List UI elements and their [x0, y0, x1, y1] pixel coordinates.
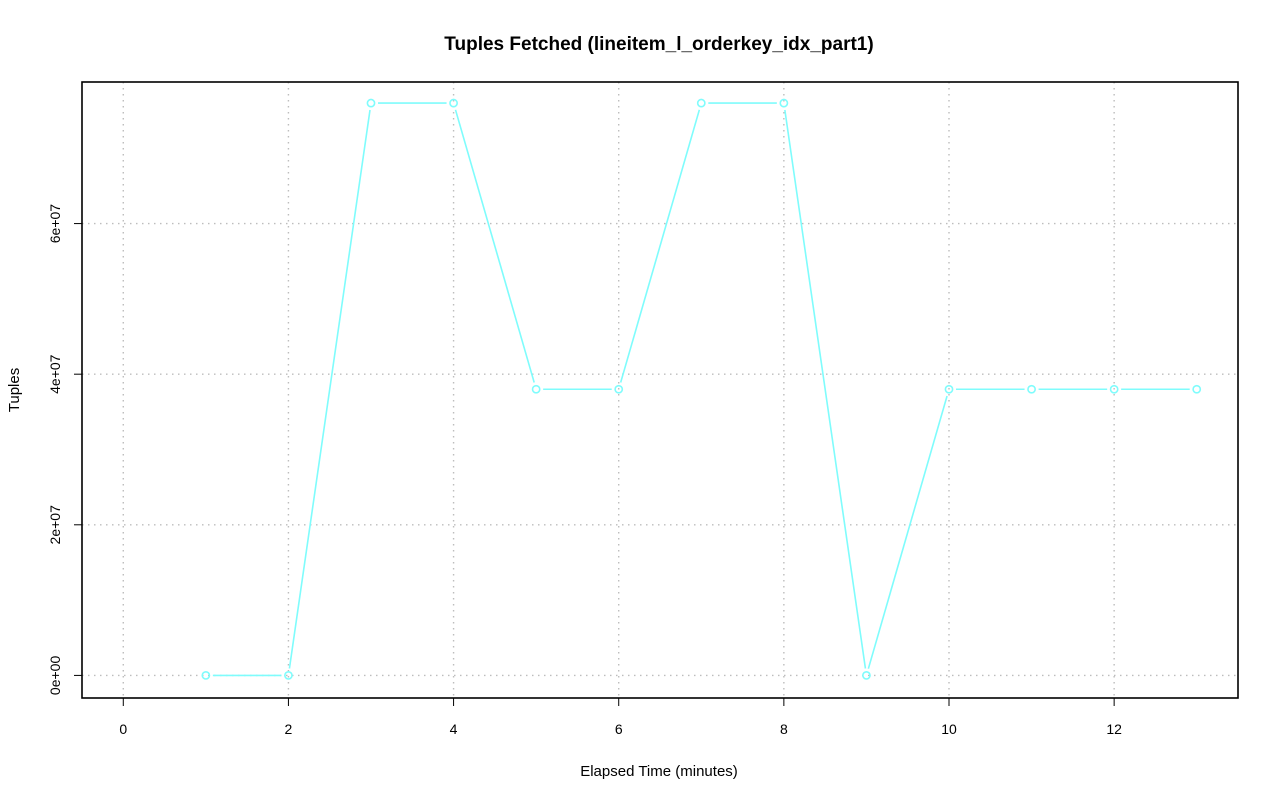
x-tick-label: 6	[615, 721, 623, 737]
data-point	[1109, 384, 1119, 394]
x-tick-label: 12	[1106, 721, 1122, 737]
series-segment	[288, 109, 371, 669]
y-axis: 0e+00 2e+07 4e+07 6e+07	[47, 204, 82, 695]
plot-frame	[81, 81, 1239, 699]
x-tick-label: 10	[941, 721, 957, 737]
series-segment	[619, 109, 701, 383]
data-point	[201, 671, 211, 680]
data-point	[696, 98, 706, 108]
x-tick-label: 2	[285, 721, 293, 737]
data-point	[284, 671, 293, 680]
data-point	[366, 98, 376, 108]
x-tick-label: 4	[450, 721, 458, 737]
data-point	[944, 384, 954, 394]
data-point	[614, 384, 624, 394]
y-axis-label: Tuples	[6, 368, 23, 412]
x-tick-label: 0	[119, 721, 127, 737]
data-point	[449, 98, 458, 108]
data-point	[531, 384, 541, 394]
data-point	[862, 671, 871, 680]
series-layer	[201, 98, 1202, 680]
series-segment	[454, 109, 535, 383]
series-segment	[867, 395, 948, 669]
data-point	[1027, 384, 1036, 394]
data-point	[779, 98, 789, 108]
y-tick-label: 6e+07	[47, 204, 63, 244]
y-tick-label: 4e+07	[47, 354, 63, 394]
x-tick-label: 8	[780, 721, 788, 737]
x-axis-label: Elapsed Time (minutes)	[580, 763, 738, 780]
chart-title: Tuples Fetched (lineitem_l_orderkey_idx_…	[444, 34, 873, 55]
y-tick-label: 2e+07	[47, 505, 63, 545]
x-axis: 0 2 4 6 8 10 12	[119, 698, 1122, 737]
y-tick-label: 0e+00	[47, 656, 63, 696]
data-point	[1192, 384, 1202, 394]
series-segment	[784, 109, 867, 669]
